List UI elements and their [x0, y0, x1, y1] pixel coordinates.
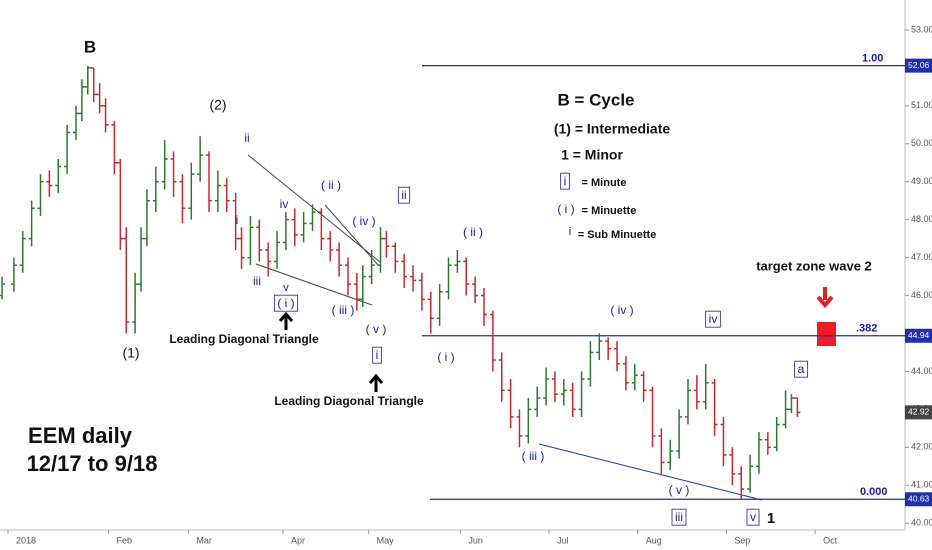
annotation: ( i ) — [277, 296, 294, 310]
annotation: = Minuette — [582, 205, 637, 217]
x-tick-label: Aug — [646, 535, 662, 545]
price-badge-label: 40.63 — [908, 494, 930, 504]
y-tick-label: 46.00 — [911, 290, 932, 300]
annotation: ( v ) — [669, 483, 690, 497]
annotation-box — [372, 346, 382, 364]
price-badge — [905, 492, 932, 507]
annotation: Leading Diagonal Triangle — [274, 394, 424, 408]
y-tick-label: 49.00 — [911, 176, 932, 186]
annotation: i — [564, 174, 567, 188]
last-price-label: 42.92 — [908, 407, 930, 417]
annotation: ii — [401, 188, 406, 202]
annotation: ( ii ) — [463, 225, 483, 239]
x-tick-label: Mar — [196, 535, 212, 545]
level-label: 0.000 — [860, 486, 888, 498]
target-zone — [817, 322, 836, 346]
annotation: Leading Diagonal Triangle — [169, 332, 319, 346]
annotation: iv — [709, 312, 718, 326]
y-tick-label: 47.00 — [911, 252, 932, 262]
annotation: v — [283, 282, 289, 294]
x-tick-label: Feb — [117, 535, 133, 545]
trend-line — [247, 154, 381, 263]
x-tick-label: Jun — [468, 535, 483, 545]
arrow — [278, 311, 294, 330]
x-tick-label: Oct — [823, 535, 838, 545]
annotation: B — [84, 37, 96, 56]
annotation: 12/17 to 9/18 — [27, 451, 158, 476]
annotation: iii — [253, 274, 261, 288]
y-tick-label: 50.00 — [911, 138, 932, 148]
annotation: (1) = Intermediate — [554, 121, 671, 137]
annotation-box — [273, 294, 299, 312]
y-tick-label: 53.00 — [911, 24, 932, 34]
trend-line — [324, 204, 379, 266]
annotation: ( iv ) — [610, 303, 633, 317]
annotation: iv — [280, 197, 289, 211]
annotation: iii — [675, 510, 683, 524]
y-tick-label: 40.00 — [911, 518, 932, 528]
red-arrow — [816, 287, 834, 309]
x-tick-label: 2018 — [16, 535, 36, 545]
annotation-box — [746, 508, 760, 526]
annotation: i — [376, 348, 379, 362]
annotation: i — [569, 226, 571, 238]
annotation: ( v ) — [366, 322, 387, 336]
y-tick-label: 48.00 — [911, 214, 932, 224]
y-tick-label: 42.00 — [911, 442, 932, 452]
y-tick-label: 44.00 — [911, 366, 932, 376]
annotation: ( iii ) — [522, 449, 545, 463]
level-label: .382 — [856, 323, 877, 335]
annotation-box — [560, 172, 570, 190]
annotation-box — [794, 360, 809, 378]
annotation: ii — [244, 131, 249, 145]
annotation: (2) — [209, 97, 226, 113]
annotation: (1) — [122, 345, 139, 361]
price-badge — [905, 328, 932, 343]
annotation: ( iv ) — [352, 214, 375, 228]
y-tick-label: 41.00 — [911, 480, 932, 490]
x-tick-label: Apr — [291, 535, 305, 545]
trend-line — [255, 263, 373, 306]
annotation: = Minute — [582, 177, 627, 189]
trend-line — [538, 443, 763, 501]
annotation: target zone wave 2 — [756, 258, 872, 273]
annotation: B = Cycle — [557, 90, 634, 109]
annotation-box — [397, 186, 411, 204]
annotation: ( iii ) — [332, 303, 355, 317]
arrow — [368, 373, 384, 392]
y-tick-label: 51.00 — [911, 100, 932, 110]
level-label: 1.00 — [862, 53, 883, 65]
annotation: 1 = Minor — [561, 147, 623, 163]
last-price-badge — [905, 405, 932, 420]
annotation-box — [671, 508, 687, 526]
annotation: v — [750, 510, 756, 524]
annotation: EEM daily — [28, 423, 133, 448]
x-tick-label: Jul — [557, 535, 569, 545]
annotation: i — [236, 213, 239, 227]
annotation: 1 — [767, 510, 775, 527]
annotation: ( ii ) — [321, 178, 341, 192]
annotation: ( i ) — [437, 350, 454, 364]
annotation-box — [705, 310, 721, 328]
x-tick-label: Sep — [734, 535, 750, 545]
annotation: a — [798, 362, 805, 376]
x-tick-label: May — [377, 535, 395, 545]
price-badge — [905, 58, 932, 73]
annotation: ( i ) — [557, 202, 574, 216]
price-badge-label: 44.94 — [908, 330, 930, 340]
price-badge-label: 52.06 — [908, 60, 930, 70]
annotation: = Sub Minuette — [578, 229, 657, 241]
